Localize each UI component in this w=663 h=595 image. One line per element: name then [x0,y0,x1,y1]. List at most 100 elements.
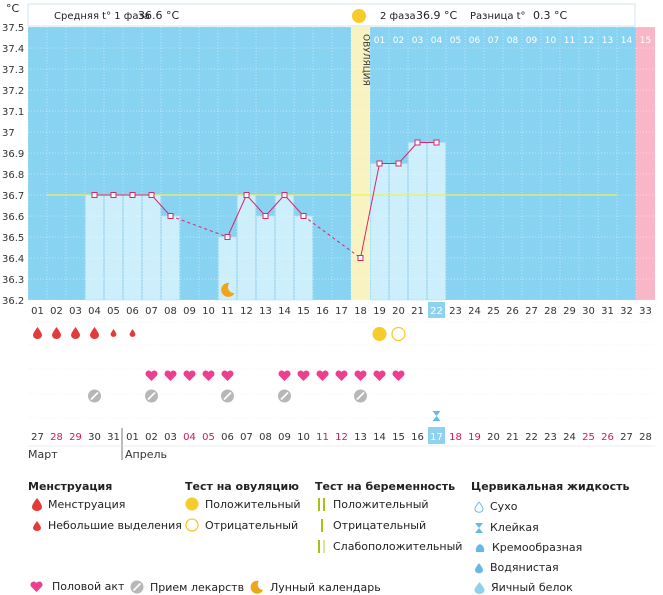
date-label: 14 [373,432,386,443]
date-label: 03 [164,432,177,443]
temp-point [262,213,269,219]
legend-spotting: Небольшие выделения [33,519,182,532]
heart-icon [373,370,386,381]
x-tick-label: 28 [544,306,557,317]
date-label: 30 [88,432,101,443]
date-label: 06 [221,432,234,443]
temp-point [148,192,155,198]
date-label: 16 [411,432,424,443]
y-tick-label: 36.3 [2,275,24,286]
legend-cervical-eggwhite: Яичный белок [474,581,573,594]
x-tick-label: 12 [240,306,253,317]
x-tick-label: 14 [278,306,291,317]
pill-stripe [147,391,156,401]
date-label: 15 [392,432,405,443]
menstruation-drop-icon [71,327,80,339]
y-tick-label: 36.4 [2,254,24,265]
x-tick-label: 13 [259,306,272,317]
creamy-icon [475,543,485,552]
phase2-day-label: 15 [640,36,651,46]
legend-cervical-creamy-label: Кремообразная [492,541,583,554]
x-tick-label: 24 [468,306,481,317]
temp-bar [161,215,180,301]
x-tick-label: 02 [50,306,63,317]
spotting-drop-icon [129,329,136,337]
eggwhite-drop-icon [474,581,485,594]
x-tick-label: 08 [164,306,177,317]
highlight-day-bg [428,302,445,318]
temp-line-segment [284,194,304,217]
date-label: 04 [183,432,196,443]
legend-cervical-eggwhite-label: Яичный белок [491,581,573,594]
temp-point [414,139,421,146]
heart-icon [164,370,177,381]
date-label: 27 [620,432,633,443]
heart-icon [221,370,234,381]
date-label: 12 [335,432,348,443]
legend-spotting-label: Небольшие выделения [48,519,182,532]
date-label: 18 [449,432,462,443]
phase1-label: Средняя t° 1 фаза [54,11,150,22]
date-label: 29 [69,432,82,443]
y-tick-label: 36.2 [2,296,24,307]
y-tick-label: 37.5 [2,23,24,34]
date-label: 24 [563,432,576,443]
legend-cervical-dry-label: Сухо [490,500,518,513]
y-axis: 36.2 36.3 36.4 36.5 36.6 36.7 36.8 36.9 37 37.1 37… [2,23,651,307]
temp-point [376,160,383,167]
ovulation-positive-icon [185,497,199,511]
x-tick-label: 23 [449,306,462,317]
ovulation-test-positive-icon [372,327,387,341]
x-tick-label: 30 [582,306,595,317]
temp-point [395,160,402,167]
date-label: 20 [487,432,500,443]
menstruation-drop-icon [33,327,42,339]
legend-cervical-watery: Водянистая [474,561,559,574]
legend-intercourse-label: Половой акт [52,580,125,593]
moon-icon [221,282,235,297]
temp-line-segment [151,194,171,217]
y-tick-label: 36.6 [2,212,24,223]
x-tick-label: 19 [373,306,386,317]
date-label: 17 [430,432,443,443]
phase2-day-label: 04 [431,36,443,46]
date-label: 05 [202,432,215,443]
x-tick-label: 21 [411,306,424,317]
temp-point [91,192,98,198]
legend-cervical-sticky: Клейкая [474,521,539,534]
temp-line-segment [265,194,285,217]
temp-line-segment [360,163,380,259]
pill-stripe [280,391,289,401]
date-label: 02 [145,432,158,443]
date-label: 26 [601,432,614,443]
legend-moon: Лунный календарь [250,580,381,594]
x-tick-label: 10 [202,306,215,317]
date-label: 10 [297,432,310,443]
temp-bar [85,194,104,301]
x-tick-label: 27 [525,306,538,317]
phase2-day-label: 01 [374,36,385,46]
legend-cervical-sticky-label: Клейкая [490,521,539,534]
x-tick-label: 05 [107,306,120,317]
diff-value: 0.3 °C [533,9,567,22]
legend-ovu-negative: Отрицательный [185,518,298,532]
phase2-day-label: 08 [507,36,519,46]
x-tick-label: 07 [145,306,158,317]
spotting-drop-icon [110,329,117,337]
x-tick-label: 11 [221,306,234,317]
symptom-rows [28,282,655,421]
heart-icon [316,370,329,381]
sticky-icon [475,522,483,533]
date-label: 21 [506,432,519,443]
temp-line-segment [227,194,247,238]
temp-bar [389,163,408,301]
temp-bar [294,215,313,301]
temp-bar [237,194,256,301]
highlight-date-bg [428,427,445,444]
legend-preg-negative-label: Отрицательный [333,519,427,532]
legend-ovulation-test-title: Тест на овуляцию [185,480,299,493]
y-tick-label: 36.5 [2,233,24,244]
date-label: 08 [259,432,272,443]
temp-point [224,234,231,240]
heart-icon [278,370,291,381]
